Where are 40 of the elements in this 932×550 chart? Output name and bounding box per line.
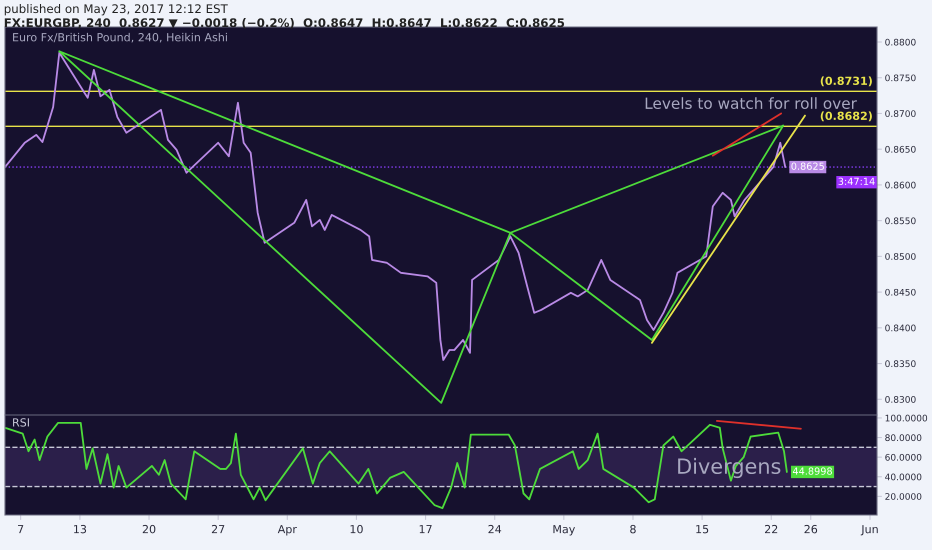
x-tick-label: Jun (860, 525, 878, 536)
y-tick-label: 0.8650 (885, 146, 916, 153)
y-tick-label: 60.0000 (885, 454, 922, 461)
data-label: 44.8998 (792, 467, 832, 475)
x-tick-label: Apr (278, 525, 297, 536)
y-tick-label: 0.8300 (885, 396, 916, 403)
chart-title: RSI (13, 418, 29, 427)
ref-line-label: (0.8731) (820, 76, 872, 86)
x-tick-label: 13 (74, 524, 86, 534)
y-tick-label: 40.0000 (885, 473, 922, 480)
x-tick-label: 26 (804, 524, 818, 534)
annotation: Levels to watch for roll over (646, 97, 857, 110)
y-tick-label: 80.0000 (885, 434, 922, 442)
y-tick-label: 0.8450 (885, 288, 916, 296)
x-tick-label: May (553, 525, 575, 536)
x-tick-label: 10 (350, 524, 363, 534)
x-tick-label: 15 (696, 525, 708, 534)
x-tick-label: 7 (18, 525, 24, 534)
x-tick-label: 17 (420, 525, 432, 534)
x-tick-label: 8 (630, 524, 636, 534)
x-tick-label: 24 (488, 524, 502, 534)
y-tick-label: 0.8800 (885, 38, 916, 46)
x-tick-label: 20 (142, 524, 156, 534)
y-tick-label: 20.0000 (885, 493, 922, 500)
y-tick-label: 100.0000 (886, 414, 928, 422)
y-tick-label: 0.8500 (885, 253, 916, 260)
data-label: 0.8625 (791, 162, 824, 170)
y-tick-label: 0.8750 (885, 74, 916, 82)
annotation: Euro Fx/British Pound, 240, Heikin Ashi (13, 32, 227, 43)
y-tick-label: 0.8400 (885, 324, 916, 332)
y-tick-label: 0.8700 (885, 110, 916, 118)
chart-subtitle: FX:EURGBP, 240 0.8627 ▼ −0.0018 (−0.2%) O:0.8647 H:0.8647 L:0.8622 C:0.8625 (4, 18, 564, 29)
x-tick-label: 27 (212, 524, 224, 534)
chart-title: published on May 23, 2017 12:12 EST (4, 4, 228, 16)
y-tick-label: 0.8600 (885, 182, 916, 188)
annotation: 3:47:14 (838, 178, 875, 186)
y-tick-label: 0.8350 (885, 360, 916, 368)
ref-line-label: (0.8682) (820, 111, 872, 122)
y-tick-label: 0.8550 (885, 217, 916, 224)
x-tick-label: 22 (764, 524, 778, 534)
